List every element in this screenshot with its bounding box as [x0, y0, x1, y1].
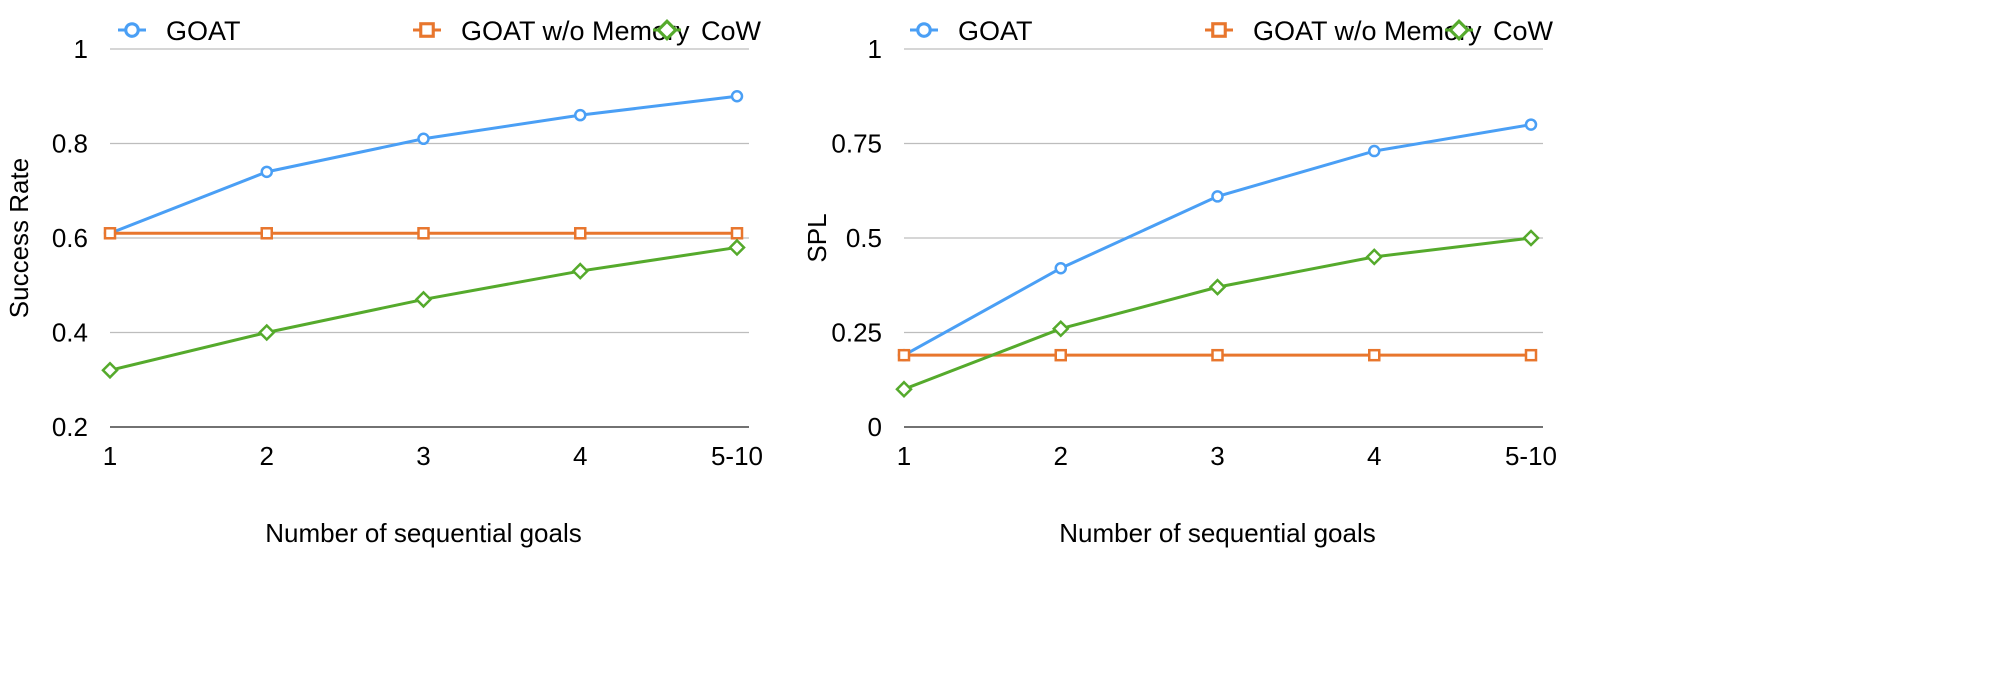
data-point-diamond: [414, 290, 433, 309]
data-point-diamond: [1051, 319, 1070, 338]
legend-item: GOAT: [118, 16, 241, 46]
series-line: [109, 94, 738, 235]
y-tick-label: 1: [74, 34, 88, 64]
data-point-diamond: [1208, 278, 1227, 296]
data-point-circle: [1524, 118, 1538, 131]
y-axis-label: SPL: [802, 213, 832, 262]
x-tick-label: 3: [416, 441, 430, 471]
y-tick-label: 1: [868, 34, 882, 64]
series-line: [903, 236, 1532, 391]
legend-item: CoW: [1445, 16, 1554, 46]
data-point-circle: [574, 108, 587, 122]
data-point-diamond: [101, 361, 119, 380]
data-point-diamond: [1522, 229, 1540, 247]
chart-panel-2: 0 0.25 0.5 0.75 1 1 2 3 4 5-10 Number of sequentia…: [802, 16, 1557, 548]
x-axis-label: Number of sequential goals: [1059, 518, 1376, 548]
data-point-circle: [260, 165, 273, 179]
data-point-square: [417, 227, 430, 240]
x-tick-label: 1: [897, 441, 911, 471]
series-goat-w-o-memory: [897, 348, 1538, 362]
data-point-square: [574, 227, 587, 240]
legend-label: GOAT: [958, 16, 1033, 46]
legend-marker-circle: [124, 22, 140, 38]
x-tick-label: 3: [1210, 441, 1224, 471]
data-point-square: [1368, 348, 1381, 362]
series-cow: [101, 238, 746, 380]
x-axis-label: Number of sequential goals: [265, 518, 582, 548]
y-tick-label: 0.6: [52, 223, 88, 253]
legend-item: CoW: [653, 16, 762, 46]
data-point-diamond: [728, 238, 746, 257]
x-tick-label: 2: [1054, 441, 1068, 471]
legend-marker-square: [1211, 22, 1227, 38]
legend-label: GOAT: [166, 16, 241, 46]
series-goat: [103, 90, 744, 240]
series-goat-w-o-memory: [103, 227, 744, 240]
legend-marker-diamond: [656, 19, 678, 41]
y-tick-label: 0.4: [52, 318, 88, 348]
data-point-diamond: [1365, 248, 1384, 266]
legend-item: GOAT: [910, 16, 1033, 46]
legend-label: GOAT w/o Memory: [461, 16, 690, 46]
data-point-diamond: [571, 262, 590, 280]
series-goat: [897, 118, 1538, 362]
legend-item: GOAT w/o Memory: [1205, 16, 1482, 46]
x-tick-label: 4: [1367, 441, 1381, 471]
x-tick-label: 2: [260, 441, 274, 471]
legend-label: CoW: [1493, 16, 1554, 46]
y-tick-label: 0.2: [52, 412, 88, 442]
data-point-square: [260, 227, 273, 240]
x-tick-label: 1: [103, 441, 117, 471]
data-point-square: [1211, 348, 1224, 362]
y-tick-label: 0.8: [52, 129, 88, 159]
legend-label: GOAT w/o Memory: [1253, 16, 1482, 46]
data-point-circle: [1211, 190, 1224, 203]
series-cow: [895, 229, 1540, 398]
y-tick-label: 0: [868, 412, 882, 442]
data-point-square: [1524, 348, 1538, 362]
data-point-circle: [1054, 261, 1067, 275]
legend-label: CoW: [701, 16, 762, 46]
y-axis-label: Success Rate: [4, 158, 34, 318]
legend-marker-circle: [916, 22, 932, 38]
y-tick-label: 0.25: [831, 318, 882, 348]
x-tick-label: 5-10: [1505, 441, 1557, 471]
data-point-circle: [417, 132, 430, 146]
series-line: [903, 123, 1532, 357]
data-point-square: [1054, 348, 1067, 362]
data-point-square: [103, 227, 117, 240]
y-tick-label: 0.5: [846, 223, 882, 253]
legend-marker-square: [419, 22, 435, 38]
series-line: [109, 245, 738, 372]
data-point-diamond: [895, 380, 913, 398]
chart-panel-1: 0.2 0.4 0.6 0.8 1 1 2 3 4 5-10 Number of sequentia…: [4, 16, 763, 548]
y-tick-label: 0.75: [831, 129, 882, 159]
data-point-circle: [730, 90, 744, 103]
legend-item: GOAT w/o Memory: [413, 16, 690, 46]
x-tick-label: 4: [573, 441, 587, 471]
data-point-diamond: [257, 323, 276, 342]
x-tick-label: 5-10: [711, 441, 763, 471]
data-point-square: [730, 227, 744, 240]
legend-marker-diamond: [1448, 19, 1470, 41]
data-point-circle: [1368, 144, 1381, 158]
data-point-square: [897, 348, 911, 362]
